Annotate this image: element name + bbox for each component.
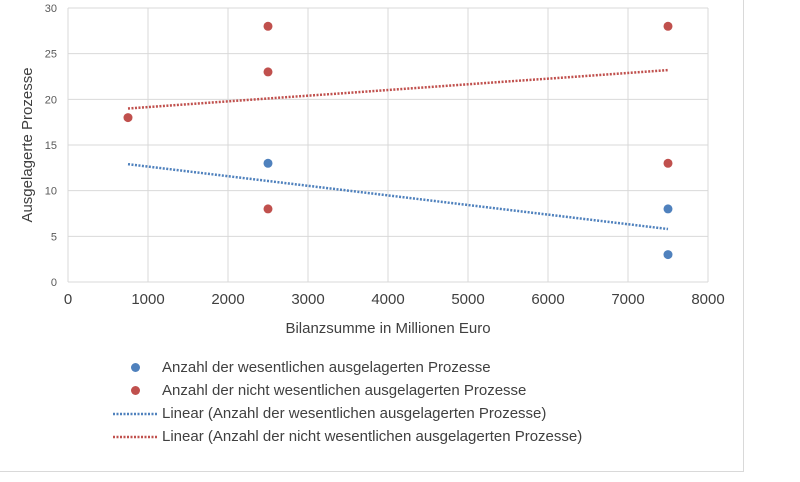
data-point-series-2 bbox=[123, 113, 133, 123]
y-tick-label: 15 bbox=[45, 140, 57, 152]
y-tick-label: 10 bbox=[45, 186, 57, 198]
data-point-series-2 bbox=[663, 21, 673, 31]
x-tick-label: 4000 bbox=[371, 291, 404, 308]
x-tick-label: 8000 bbox=[691, 291, 724, 308]
legend: Anzahl der wesentlichen ausgelagerten Pr… bbox=[108, 356, 582, 448]
y-tick-label: 20 bbox=[45, 94, 57, 106]
x-axis-title: Bilanzsumme in Millionen Euro bbox=[285, 320, 490, 337]
data-point-series-2 bbox=[263, 67, 273, 77]
x-tick-label: 3000 bbox=[291, 291, 324, 308]
legend-marker-series-1 bbox=[108, 363, 162, 372]
x-tick-label: 7000 bbox=[611, 291, 644, 308]
x-tick-label: 1000 bbox=[131, 291, 164, 308]
data-point-series-2 bbox=[263, 21, 273, 31]
legend-label-series-1: Anzahl der wesentlichen ausgelagerten Pr… bbox=[162, 359, 491, 376]
data-point-series-2 bbox=[663, 158, 673, 168]
legend-label-series-2: Anzahl der nicht wesentlichen ausgelager… bbox=[162, 382, 527, 399]
legend-label-trendline-2: Linear (Anzahl der nicht wesentlichen au… bbox=[162, 428, 583, 445]
trendlines bbox=[127, 68, 669, 231]
trendline-1 bbox=[127, 162, 669, 231]
y-tick-label: 30 bbox=[45, 3, 57, 15]
x-tick-label: 0 bbox=[64, 291, 72, 308]
y-tick-labels: 0 5 10 15 20 25 30 bbox=[45, 3, 57, 289]
y-tick-label: 5 bbox=[51, 231, 57, 243]
data-point-series-2 bbox=[263, 204, 273, 214]
y-tick-label: 0 bbox=[51, 277, 57, 289]
x-tick-label: 6000 bbox=[531, 291, 564, 308]
y-tick-label: 25 bbox=[45, 49, 57, 61]
data-point-series-1 bbox=[663, 250, 673, 260]
legend-item-series-1: Anzahl der wesentlichen ausgelagerten Pr… bbox=[108, 356, 582, 379]
scatter-plot: 0 5 10 15 20 25 30 0 1000 2000 3000 4000 5000 6000 70… bbox=[19, 3, 725, 337]
legend-item-trendline-1: Linear (Anzahl der wesentlichen ausgelag… bbox=[108, 402, 582, 425]
grid bbox=[67, 7, 709, 283]
x-tick-labels: 0 1000 2000 3000 4000 5000 6000 7000 8000 bbox=[64, 291, 725, 308]
legend-item-series-2: Anzahl der nicht wesentlichen ausgelager… bbox=[108, 379, 582, 402]
trendline-2 bbox=[127, 68, 669, 110]
chart-frame: 0 5 10 15 20 25 30 0 1000 2000 3000 4000 5000 6000 70… bbox=[0, 0, 744, 472]
legend-item-trendline-2: Linear (Anzahl der nicht wesentlichen au… bbox=[108, 425, 582, 448]
data-point-series-1 bbox=[663, 204, 673, 214]
data-points bbox=[123, 21, 673, 260]
x-tick-label: 2000 bbox=[211, 291, 244, 308]
legend-marker-trendline-2 bbox=[108, 434, 162, 440]
x-tick-label: 5000 bbox=[451, 291, 484, 308]
legend-marker-series-2 bbox=[108, 386, 162, 395]
y-axis-title: Ausgelagerte Prozesse bbox=[19, 67, 36, 222]
legend-label-trendline-1: Linear (Anzahl der wesentlichen ausgelag… bbox=[162, 405, 547, 422]
legend-marker-trendline-1 bbox=[108, 411, 162, 417]
data-point-series-1 bbox=[263, 158, 273, 168]
